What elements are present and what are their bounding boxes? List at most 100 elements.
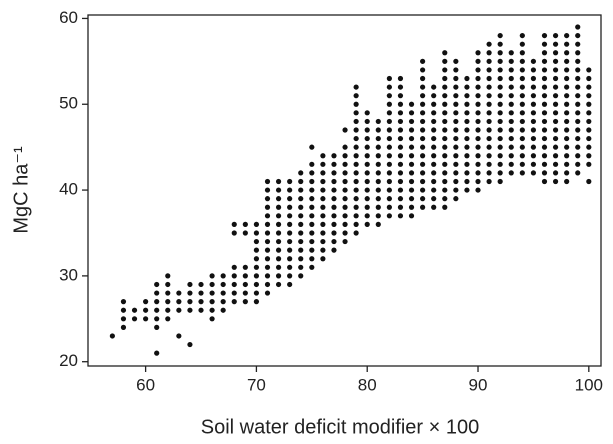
point: [298, 213, 304, 219]
y-tick-label: 50: [59, 94, 78, 113]
point: [386, 118, 392, 125]
point: [331, 238, 337, 245]
point: [453, 118, 459, 125]
point: [530, 93, 537, 99]
point: [431, 127, 437, 133]
point: [309, 213, 315, 219]
point: [431, 178, 437, 185]
point: [497, 144, 503, 150]
point: [442, 118, 448, 125]
point: [309, 161, 315, 167]
point: [541, 161, 548, 167]
point: [231, 273, 237, 279]
point: [298, 247, 304, 253]
point: [408, 213, 415, 219]
point: [408, 204, 415, 210]
point: [586, 153, 592, 159]
point: [564, 75, 570, 82]
point: [453, 93, 459, 99]
point: [564, 178, 570, 185]
point: [475, 93, 481, 99]
point: [298, 221, 304, 227]
point: [508, 118, 514, 125]
point: [165, 316, 171, 322]
point: [475, 84, 481, 90]
point: [420, 127, 426, 133]
point: [530, 135, 537, 142]
point: [575, 75, 581, 82]
point: [386, 84, 392, 90]
point: [586, 110, 592, 116]
point: [519, 50, 525, 56]
point: [486, 135, 492, 142]
point: [475, 110, 481, 116]
point: [497, 127, 503, 133]
point: [275, 196, 282, 202]
point: [331, 178, 337, 185]
point: [575, 84, 581, 90]
point: [342, 144, 348, 150]
point: [331, 153, 337, 159]
point: [264, 281, 271, 288]
point: [375, 135, 381, 142]
point: [497, 110, 503, 116]
point: [209, 316, 215, 322]
point: [486, 161, 492, 167]
point: [120, 324, 127, 330]
point: [497, 178, 503, 185]
point: [530, 84, 537, 90]
point: [486, 84, 492, 90]
point: [442, 110, 448, 116]
point: [364, 135, 370, 142]
point: [309, 264, 315, 270]
point: [375, 161, 381, 167]
point: [530, 75, 537, 82]
point: [431, 101, 437, 107]
point: [564, 93, 570, 99]
x-tick-label: 70: [247, 375, 266, 394]
point: [408, 178, 415, 185]
point: [320, 238, 326, 245]
point: [575, 24, 581, 30]
point: [475, 75, 481, 82]
point: [231, 221, 237, 227]
point: [575, 170, 581, 176]
point: [552, 75, 559, 82]
point: [353, 187, 359, 193]
point: [453, 153, 459, 159]
point: [552, 58, 559, 64]
point: [519, 32, 525, 39]
point: [420, 58, 426, 64]
point: [442, 178, 448, 185]
point: [143, 316, 149, 322]
point: [109, 333, 115, 339]
point: [298, 273, 304, 279]
point: [386, 127, 392, 133]
point: [530, 58, 537, 64]
point: [586, 75, 592, 82]
point: [464, 135, 470, 142]
point: [519, 93, 525, 99]
point: [586, 178, 592, 185]
point: [253, 247, 260, 253]
point: [364, 118, 370, 125]
point: [420, 84, 426, 90]
point: [530, 67, 537, 73]
point: [508, 161, 514, 167]
point: [475, 135, 481, 142]
point: [143, 307, 149, 313]
point: [298, 204, 304, 210]
point: [453, 110, 459, 116]
point: [287, 273, 293, 279]
point: [231, 290, 237, 296]
point: [586, 118, 592, 125]
point: [442, 170, 448, 176]
point: [442, 204, 448, 210]
point: [231, 264, 237, 270]
point: [464, 127, 470, 133]
point: [275, 264, 282, 270]
point: [264, 187, 271, 193]
point: [497, 153, 503, 159]
point: [575, 50, 581, 56]
point: [431, 93, 437, 99]
